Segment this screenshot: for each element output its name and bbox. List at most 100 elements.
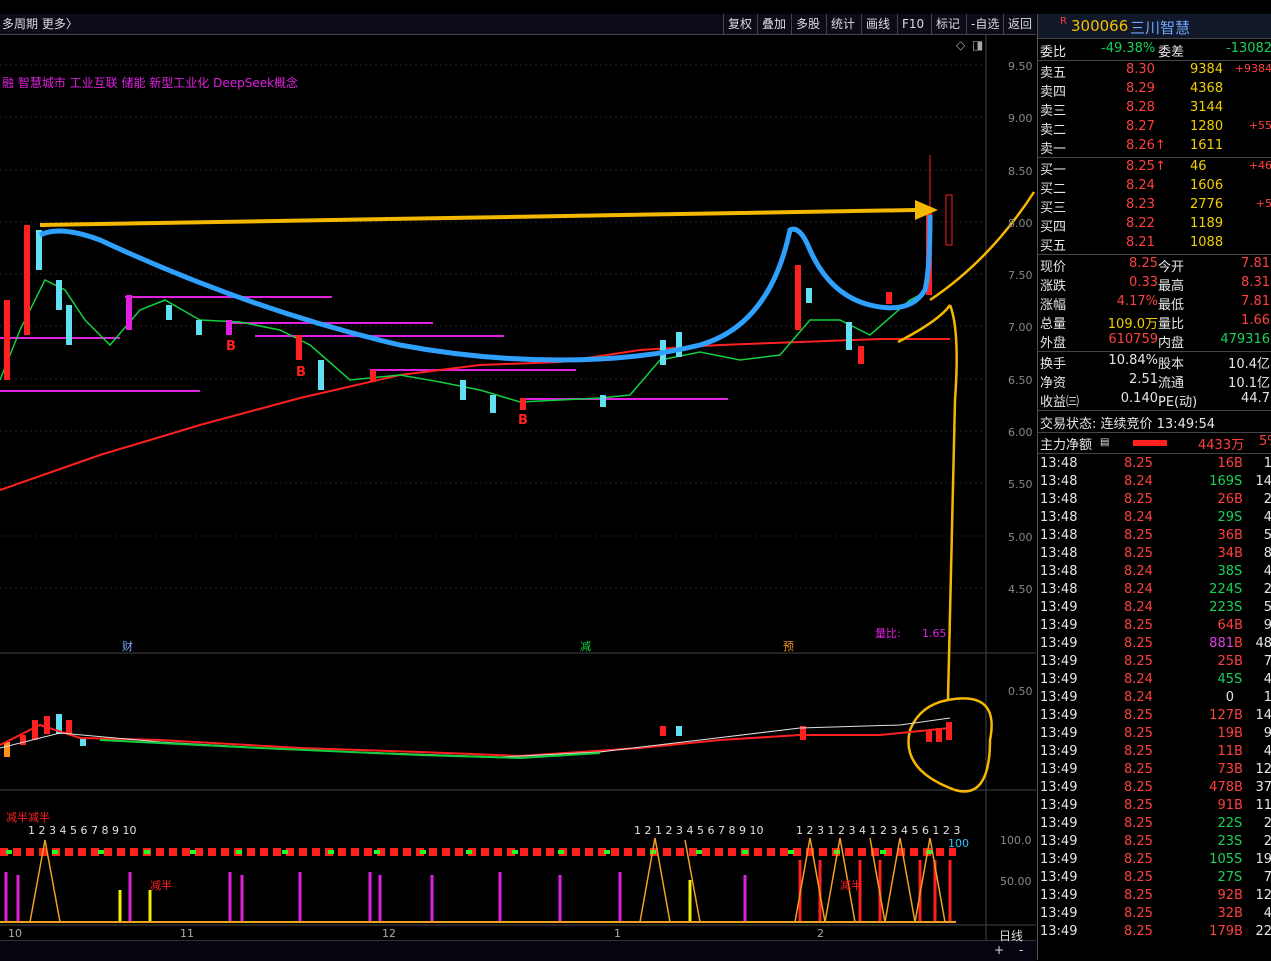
ask-price: 8.30 [1126, 62, 1155, 77]
bid-label: 买三 [1040, 201, 1067, 216]
bid-price: 8.21 [1126, 235, 1155, 250]
cai-marker: 财 [122, 639, 133, 653]
mark-button[interactable]: 标记 [931, 14, 964, 34]
main-flow-row: 主力净额 ▤ 4433万 5% [1040, 434, 1271, 453]
bid-label: 买五 [1040, 239, 1067, 254]
bid-volume: 1606 [1190, 178, 1224, 193]
tick-row: 13:49 8.25 22 S 2 [1040, 816, 1271, 831]
tick-row: 13:49 8.24 0 1 [1040, 690, 1271, 705]
bid-row[interactable]: 买四 8.22 1189 [1038, 216, 1271, 235]
overlay-button[interactable]: 叠加 [757, 14, 790, 34]
ask-label: 卖三 [1040, 104, 1067, 119]
draw-line-button[interactable]: 画线 [861, 14, 894, 34]
tick-row: 13:49 8.25 881 B 48 [1040, 636, 1271, 651]
period-more-menu[interactable]: 多周期 更多〉 [2, 17, 78, 31]
ask-row[interactable]: 卖一 8.26↑ 1611 [1038, 138, 1271, 157]
buy-marker: B [296, 365, 306, 380]
statistics-button[interactable]: 统计 [826, 14, 859, 34]
stat-row: 总量 109.0万 量比 1.66 [1040, 313, 1270, 332]
ask-label: 卖一 [1040, 142, 1067, 157]
ask-change: +55 [1248, 119, 1271, 132]
bid-change: +46 [1248, 159, 1271, 172]
count-b: 1 2 1 2 3 4 5 6 7 8 9 10 [634, 824, 763, 837]
ask-volume: 3144 [1190, 100, 1224, 115]
window-top-strip [0, 0, 1271, 14]
r-badge: R [1060, 16, 1067, 27]
ask-price: 8.27 [1126, 119, 1155, 134]
bid-label: 买四 [1040, 220, 1067, 235]
ask-price: 8.29 [1126, 81, 1155, 96]
indicator-tick: 100.0 [1000, 834, 1032, 847]
ask-volume: 4368 [1190, 81, 1224, 96]
ask-volume: 1280 [1190, 119, 1224, 134]
stat-row: 收益㈢ 0.140 PE(动) 44.7 [1040, 391, 1270, 410]
ask-change: +9384 [1234, 62, 1271, 75]
tick-row: 13:49 8.25 91 B 11 [1040, 798, 1271, 813]
remove-watchlist-button[interactable]: -自选 [966, 14, 1003, 34]
zoom-in-button[interactable]: + [994, 943, 1005, 957]
stock-code[interactable]: 300066 [1071, 17, 1129, 35]
price-tick: 7.00 [1008, 321, 1033, 334]
stat-row: 外盘 610759 内盘 479316 [1040, 332, 1270, 351]
back-button[interactable]: 返回 [1003, 14, 1036, 34]
ask-label: 卖四 [1040, 85, 1067, 100]
tick-row: 13:48 8.25 26 B 2 [1040, 492, 1271, 507]
price-tick: 9.50 [1008, 60, 1033, 73]
flow-bar [1133, 440, 1167, 446]
layout-icon[interactable]: ◨ [972, 38, 983, 52]
zoom-out-button[interactable]: - [1019, 943, 1024, 957]
ask-row[interactable]: 卖三 8.28 3144 [1038, 100, 1271, 119]
bid-volume: 46 [1190, 159, 1207, 174]
date-label: 12 [382, 927, 396, 940]
bid-row[interactable]: 买三 8.23 2776 +5 [1038, 197, 1271, 216]
ask-row[interactable]: 卖四 8.29 4368 [1038, 81, 1271, 100]
indicator-mid-label: 减半 [150, 878, 172, 892]
bid-change: +5 [1255, 197, 1271, 210]
bid-row[interactable]: 买一 8.25↑ 46 +46 [1038, 159, 1271, 178]
tick-row: 13:49 8.25 23 S 2 [1040, 834, 1271, 849]
date-label: 1 [614, 927, 621, 940]
bid-row[interactable]: 买二 8.24 1606 [1038, 178, 1271, 197]
indicator-tick: 50.00 [1000, 875, 1032, 888]
indicator-end-value: 100 [948, 837, 969, 850]
jian-marker: 减 [580, 640, 591, 653]
flow-detail-icon[interactable]: ▤ [1100, 437, 1110, 448]
quote-panel: R 300066 三川智慧 委比 -49.38% 委差 -13082 交易状态:… [1037, 14, 1271, 960]
tick-row: 13:49 8.24 45 S 4 [1040, 672, 1271, 687]
tick-row: 13:49 8.25 105 S 19 [1040, 852, 1271, 867]
stat-row: 净资 2.51 流通 10.1亿 [1040, 372, 1270, 391]
fuquan-button[interactable]: 复权 [723, 14, 756, 34]
tick-row: 13:49 8.25 478 B 37 [1040, 780, 1271, 795]
ask-row[interactable]: 卖二 8.27 1280 +55 [1038, 119, 1271, 138]
f10-button[interactable]: F10 [897, 14, 928, 34]
kline-chart[interactable]: 融 智慧城市 工业互联 储能 新型工业化 DeepSeek概念 财 减 预 量比… [0, 35, 1036, 940]
tick-row: 13:49 8.25 73 B 12 [1040, 762, 1271, 777]
bid-row[interactable]: 买五 8.21 1088 [1038, 235, 1271, 254]
ask-row[interactable]: 卖五 8.30 9384 +9384 [1038, 62, 1271, 81]
tick-row: 13:48 8.24 224 S 2 [1040, 582, 1271, 597]
stat-row: 现价 8.25 今开 7.81 [1040, 256, 1270, 275]
price-tick: 4.50 [1008, 583, 1033, 596]
bid-price: 8.24 [1126, 178, 1155, 193]
bid-price: 8.25↑ [1126, 159, 1166, 174]
ask-volume: 1611 [1190, 138, 1224, 153]
multi-stock-button[interactable]: 多股 [791, 14, 824, 34]
weibi-row: 委比 -49.38% 委差 -13082 [1040, 41, 1271, 60]
volume-tick: 0.50 [1008, 685, 1033, 698]
concept-tags[interactable]: 融 智慧城市 工业互联 储能 新型工业化 DeepSeek概念 [2, 75, 298, 90]
tick-row: 13:49 8.25 179 B 22 [1040, 924, 1271, 939]
tick-row: 13:48 8.25 36 B 5 [1040, 528, 1271, 543]
indicator-title: 减半减半 [6, 810, 50, 824]
stat-row: 换手 10.84% 股本 10.4亿 [1040, 353, 1270, 372]
ask-volume: 9384 [1190, 62, 1224, 77]
yu-marker: 预 [783, 640, 794, 653]
stock-name[interactable]: 三川智慧 [1130, 19, 1191, 37]
tick-row: 13:49 8.24 223 S 5 [1040, 600, 1271, 615]
settings-icon[interactable]: ◇ [956, 38, 966, 52]
buy-marker: B [226, 339, 236, 354]
buy-marker: B [518, 413, 528, 428]
stock-header: R 300066 三川智慧 [1038, 14, 1271, 39]
ask-price: 8.28 [1126, 100, 1155, 115]
period-daily-button[interactable]: 日线 [999, 929, 1024, 943]
indicator-mid-label: 减半 [840, 878, 862, 892]
